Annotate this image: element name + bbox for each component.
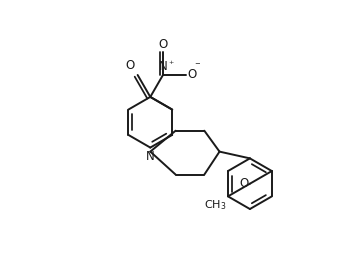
Text: O: O bbox=[188, 68, 197, 82]
Text: $^+$: $^+$ bbox=[167, 60, 175, 69]
Text: O: O bbox=[158, 37, 168, 51]
Text: N: N bbox=[146, 150, 155, 163]
Text: O: O bbox=[239, 177, 248, 190]
Text: $^-$: $^-$ bbox=[193, 62, 202, 72]
Text: CH$_3$: CH$_3$ bbox=[204, 198, 226, 212]
Text: O: O bbox=[126, 59, 135, 72]
Text: N: N bbox=[159, 60, 167, 73]
